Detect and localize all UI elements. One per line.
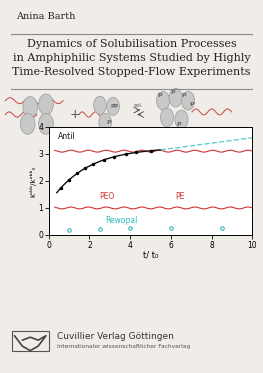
Text: sol.: sol. bbox=[134, 103, 143, 108]
Text: PE: PE bbox=[175, 192, 184, 201]
Circle shape bbox=[156, 91, 170, 110]
Text: P: P bbox=[176, 122, 181, 128]
Circle shape bbox=[23, 97, 38, 117]
Text: PP: PP bbox=[111, 104, 119, 109]
Text: P: P bbox=[182, 93, 186, 98]
Circle shape bbox=[20, 113, 35, 134]
Text: Rewopal: Rewopal bbox=[106, 216, 138, 225]
Text: P: P bbox=[189, 102, 194, 107]
Circle shape bbox=[169, 88, 182, 107]
Text: Anina Barth: Anina Barth bbox=[16, 12, 75, 21]
Text: Internationaler wissenschaftlicher Fachverlag: Internationaler wissenschaftlicher Fachv… bbox=[57, 344, 190, 349]
Text: PEO: PEO bbox=[100, 192, 115, 201]
Circle shape bbox=[94, 96, 106, 114]
Text: P: P bbox=[157, 93, 162, 98]
Circle shape bbox=[39, 94, 53, 115]
Circle shape bbox=[107, 97, 119, 115]
Text: P: P bbox=[170, 90, 175, 95]
Text: P: P bbox=[107, 120, 112, 125]
Circle shape bbox=[99, 113, 112, 131]
Circle shape bbox=[39, 113, 53, 134]
Text: Antil: Antil bbox=[58, 132, 75, 141]
X-axis label: t/ t₀: t/ t₀ bbox=[143, 251, 158, 260]
Y-axis label: kᵒᵇᵇ/kᵒᵇᵇ₀: kᵒᵇᵇ/kᵒᵇᵇ₀ bbox=[30, 165, 37, 197]
Circle shape bbox=[181, 91, 195, 110]
Circle shape bbox=[160, 108, 174, 127]
Circle shape bbox=[175, 110, 188, 129]
Text: Cuvillier Verlag Göttingen: Cuvillier Verlag Göttingen bbox=[57, 332, 173, 341]
Text: +: + bbox=[70, 109, 80, 121]
Text: Dynamics of Solubilisation Processes
in Amphiphilic Systems Studied by Highly
Ti: Dynamics of Solubilisation Processes in … bbox=[12, 39, 251, 77]
